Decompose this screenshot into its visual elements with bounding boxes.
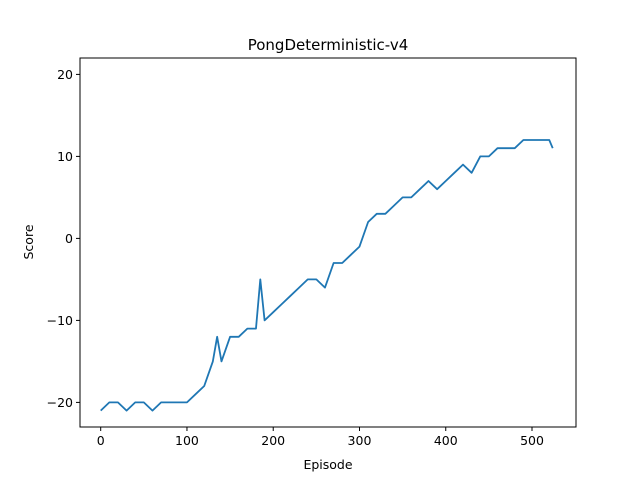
y-tick-label: 20 xyxy=(57,67,73,82)
x-tick-label: 500 xyxy=(520,433,544,448)
axes-frame xyxy=(79,57,577,428)
series-line-0 xyxy=(100,139,554,412)
x-axis-label: Episode xyxy=(303,457,352,472)
y-tick-label: −20 xyxy=(47,395,73,410)
x-tick-label: 400 xyxy=(434,433,458,448)
axis-ticks: 0 100 200 300 400 500 −20 −10 0 10 20 xyxy=(47,67,544,448)
chart-title: PongDeterministic-v4 xyxy=(248,36,409,54)
y-tick-label: 10 xyxy=(57,149,73,164)
x-tick-label: 200 xyxy=(261,433,285,448)
x-tick-label: 100 xyxy=(175,433,199,448)
y-axis-label: Score xyxy=(21,224,36,259)
y-tick-label: −10 xyxy=(47,313,73,328)
plot-area xyxy=(100,139,554,412)
x-tick-label: 0 xyxy=(97,433,105,448)
x-tick-label: 300 xyxy=(348,433,372,448)
y-tick-label: 0 xyxy=(65,231,73,246)
